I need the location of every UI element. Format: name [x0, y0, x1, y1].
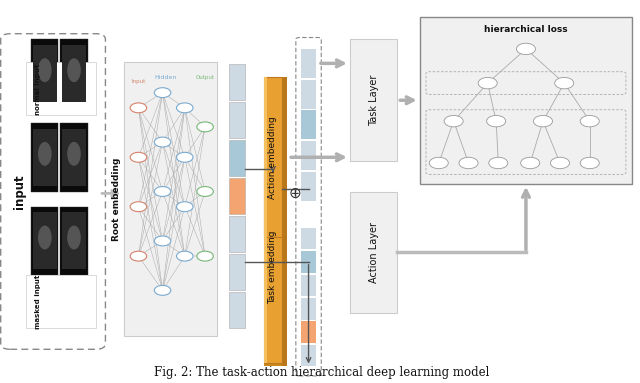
Circle shape — [429, 157, 448, 169]
Circle shape — [533, 115, 552, 127]
Circle shape — [177, 152, 193, 162]
Ellipse shape — [38, 226, 52, 249]
Bar — [282, 172, 287, 367]
Circle shape — [177, 103, 193, 113]
Circle shape — [154, 236, 171, 246]
Bar — [301, 298, 316, 319]
Circle shape — [489, 157, 508, 169]
Bar — [301, 172, 316, 201]
Bar — [264, 172, 282, 363]
Circle shape — [444, 115, 463, 127]
Bar — [33, 45, 56, 102]
Circle shape — [550, 157, 570, 169]
Ellipse shape — [67, 142, 81, 166]
Text: normal input: normal input — [35, 63, 40, 115]
Bar — [282, 77, 287, 241]
Circle shape — [555, 77, 573, 89]
Circle shape — [486, 115, 506, 127]
Bar — [301, 141, 316, 170]
Bar — [31, 207, 58, 275]
Text: Fig. 2: The task-action hierarchical deep learning model: Fig. 2: The task-action hierarchical dee… — [154, 366, 489, 379]
Bar — [301, 321, 316, 343]
Bar — [124, 62, 216, 336]
Bar — [301, 345, 316, 367]
Circle shape — [130, 152, 147, 162]
Text: Hidden: Hidden — [154, 75, 177, 80]
Ellipse shape — [67, 226, 81, 249]
Bar — [264, 172, 267, 363]
Bar — [229, 216, 245, 252]
Bar — [229, 178, 245, 214]
Bar — [31, 123, 58, 192]
Text: hierarchical loss: hierarchical loss — [484, 25, 568, 34]
Bar — [33, 213, 56, 270]
Circle shape — [130, 251, 147, 261]
Circle shape — [459, 157, 478, 169]
Text: Action Layer: Action Layer — [369, 222, 379, 283]
Bar — [301, 228, 316, 249]
Bar — [264, 363, 282, 367]
Text: input: input — [13, 174, 26, 209]
Circle shape — [197, 187, 213, 196]
Circle shape — [197, 251, 213, 261]
Bar — [264, 237, 282, 241]
Text: Task embedding: Task embedding — [269, 231, 278, 304]
Text: masked input: masked input — [35, 275, 40, 329]
Circle shape — [580, 115, 599, 127]
Circle shape — [516, 43, 536, 55]
Circle shape — [177, 251, 193, 261]
Bar — [229, 292, 245, 328]
Ellipse shape — [38, 58, 52, 82]
Circle shape — [154, 285, 171, 295]
Bar — [62, 213, 86, 270]
Bar — [264, 77, 282, 237]
Bar — [350, 39, 397, 161]
Bar — [301, 80, 316, 109]
Text: Root embedding: Root embedding — [113, 157, 122, 241]
Bar — [301, 251, 316, 273]
Circle shape — [521, 157, 540, 169]
Bar — [229, 64, 245, 100]
Bar — [301, 110, 316, 139]
Circle shape — [154, 88, 171, 98]
FancyBboxPatch shape — [1, 34, 106, 349]
Bar — [60, 207, 88, 275]
Bar — [60, 123, 88, 192]
Circle shape — [154, 137, 171, 147]
FancyBboxPatch shape — [296, 38, 321, 376]
Circle shape — [580, 157, 599, 169]
Bar — [229, 254, 245, 290]
Text: $\oplus$: $\oplus$ — [288, 186, 301, 201]
Circle shape — [154, 187, 171, 196]
Bar — [350, 192, 397, 313]
Circle shape — [478, 77, 497, 89]
Text: Output: Output — [196, 75, 215, 80]
Bar — [420, 16, 632, 184]
Bar — [62, 45, 86, 102]
Circle shape — [177, 202, 193, 212]
Circle shape — [130, 202, 147, 212]
Bar — [33, 129, 56, 186]
Bar — [229, 140, 245, 176]
Text: Action embedding: Action embedding — [269, 116, 278, 199]
Ellipse shape — [67, 58, 81, 82]
Text: Input: Input — [131, 79, 145, 84]
Bar — [229, 102, 245, 138]
Ellipse shape — [38, 142, 52, 166]
Circle shape — [130, 103, 147, 113]
Bar — [264, 77, 267, 237]
Bar — [301, 49, 316, 78]
Bar — [301, 275, 316, 296]
Bar — [26, 275, 96, 328]
Circle shape — [197, 122, 213, 132]
Bar — [62, 129, 86, 186]
Bar — [60, 39, 88, 108]
Bar — [31, 39, 58, 108]
Bar — [26, 62, 96, 115]
Text: Task Layer: Task Layer — [369, 75, 379, 126]
